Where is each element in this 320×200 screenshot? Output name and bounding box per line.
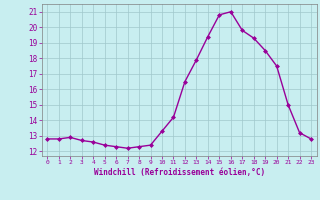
X-axis label: Windchill (Refroidissement éolien,°C): Windchill (Refroidissement éolien,°C) (94, 168, 265, 177)
